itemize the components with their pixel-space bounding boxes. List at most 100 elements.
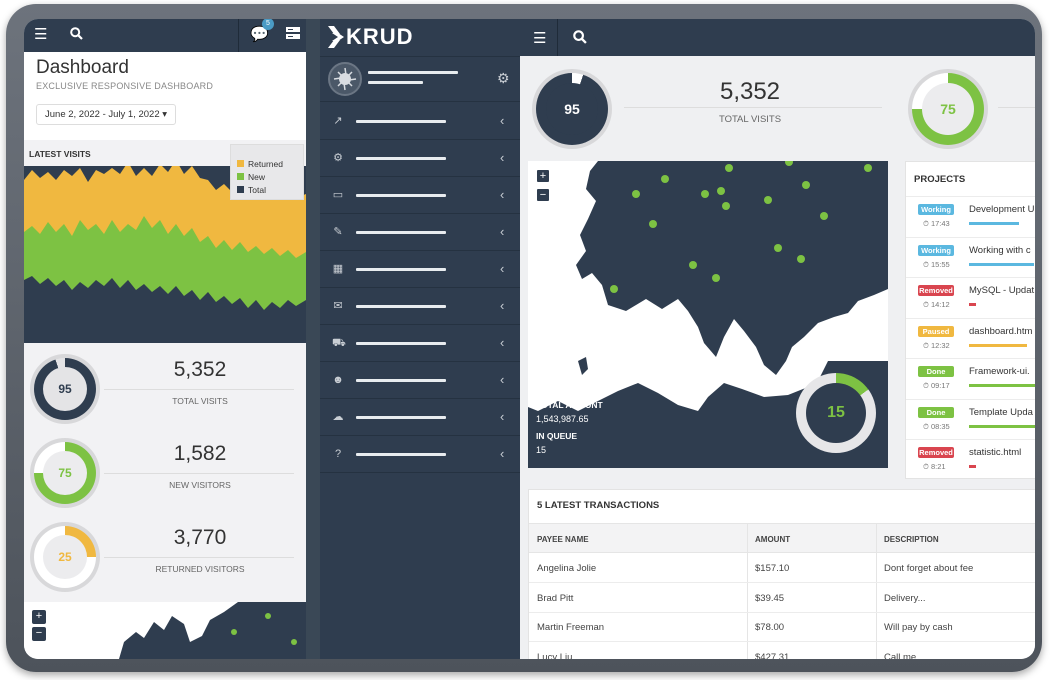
project-item[interactable]: Done ⏱ 09:17 Framework-ui.: [906, 358, 1035, 398]
zoom-out-button[interactable]: −: [536, 188, 550, 202]
date-range-picker[interactable]: June 2, 2022 - July 1, 2022 ▾: [36, 104, 177, 125]
payee-name: Martin Freeman: [537, 622, 605, 633]
sidebar-item-3[interactable]: ▭ ‹: [320, 177, 520, 214]
table-row[interactable]: Lucy Liu $427.31 Call me...: [529, 642, 1035, 660]
sidebar-item-7[interactable]: ⛟ ‹: [320, 325, 520, 362]
sidebar-item-10[interactable]: ? ‹: [320, 436, 520, 473]
table-row[interactable]: Angelina Jolie $157.10 Dont forget about f…: [529, 553, 1035, 583]
project-progress-bar: [969, 384, 1035, 387]
page-subtitle: EXCLUSIVE RESPONSIVE DASHBOARD: [36, 81, 214, 91]
left-panel: ☰ 💬 5 Dashboard EXCLUSIVE RESPONSIVE DAS…: [24, 19, 306, 659]
project-progress-bar: [969, 262, 1034, 266]
status-badge: Removed: [918, 285, 954, 296]
table-row[interactable]: Martin Freeman $78.00 Will pay by cash: [529, 612, 1035, 642]
table-row[interactable]: Brad Pitt $39.45 Delivery...: [529, 583, 1035, 613]
project-progress-bar: [969, 465, 976, 468]
payee-name: Lucy Liu: [537, 651, 573, 660]
project-item[interactable]: Working ⏱ 15:55 Working with c: [906, 236, 1035, 277]
zoom-out-button[interactable]: −: [32, 627, 46, 641]
project-item[interactable]: Removed ⏱ 14:12 MySQL - Updat: [906, 277, 1035, 317]
project-item[interactable]: Done ⏱ 08:35 Template Upda: [906, 398, 1035, 439]
settings-gear-icon[interactable]: ⚙: [497, 70, 510, 86]
project-time: ⏱ 17:43: [923, 219, 950, 229]
screen: ☰ 💬 5 Dashboard EXCLUSIVE RESPONSIVE DAS…: [24, 19, 1035, 659]
page-title: Dashboard: [36, 57, 129, 78]
visits-area-chart: [24, 160, 306, 343]
project-time: ⏱ 8:21: [923, 462, 946, 472]
users-icon: ☻: [332, 374, 344, 386]
transactions-table: 5 LATEST TRANSACTIONS PAYEE NAME AMOUNT …: [528, 489, 1035, 659]
stat-number: 3,770: [173, 526, 227, 549]
chevron-left-icon: ‹: [500, 113, 505, 128]
europe-map: [528, 161, 888, 411]
panel-divider: [306, 19, 320, 659]
project-progress-bar: [969, 222, 1019, 225]
sidebar-item-2[interactable]: ⚙ ‹: [320, 140, 520, 177]
payee-name: Brad Pitt: [537, 592, 574, 604]
clock-icon: ⏱: [923, 462, 929, 471]
status-badge: Removed: [918, 447, 954, 458]
search-icon[interactable]: [70, 27, 83, 44]
ring-value: 95: [43, 367, 87, 411]
project-time: ⏱ 12:32: [923, 341, 950, 351]
sidebar-item-6[interactable]: ✉ ‹: [320, 288, 520, 325]
status-badge: Working: [918, 204, 954, 215]
ring-value: 95: [546, 83, 598, 135]
sidebar-item-1[interactable]: ↗ ‹: [320, 103, 520, 140]
table-header: PAYEE NAME AMOUNT DESCRIPTION: [529, 523, 1035, 553]
project-time-value: 09:17: [930, 381, 950, 390]
legend-total[interactable]: Total: [237, 185, 266, 195]
sidebar-item-4[interactable]: ✎ ‹: [320, 214, 520, 251]
legend-new[interactable]: New: [237, 172, 265, 182]
clock-icon: ⏱: [923, 300, 929, 309]
progress-ring: 75: [912, 73, 984, 145]
user-profile[interactable]: ⚙: [320, 56, 520, 102]
in-queue-value: 15: [536, 445, 547, 455]
stat-returned-visitors: 25 3,770 RETURNED VISITORS: [24, 516, 306, 600]
project-item[interactable]: Paused ⏱ 12:32 dashboard.htm: [906, 317, 1035, 358]
server-icon[interactable]: [286, 27, 300, 43]
chevron-left-icon: ‹: [500, 372, 505, 387]
project-name: statistic.html: [969, 447, 1022, 458]
orders-label: ORDERS: [536, 369, 573, 379]
zoom-in-button[interactable]: +: [32, 610, 46, 624]
description: Delivery...: [884, 592, 926, 604]
column-header-amount[interactable]: AMOUNT: [755, 535, 791, 544]
main-content: ☰ 95 5,352 TOTAL VISITS 75: [520, 19, 1035, 659]
sidebar: [306, 19, 520, 659]
sidebar-item-9[interactable]: ☁ ‹: [320, 399, 520, 436]
menu-icon[interactable]: ☰: [34, 26, 48, 43]
project-time-value: 17:43: [930, 219, 950, 228]
legend-label: Total: [248, 185, 266, 195]
transactions-title: 5 LATEST TRANSACTIONS: [537, 500, 660, 511]
status-badge: Paused: [918, 325, 954, 337]
projects-panel: PROJECTS Working ⏱ 17:43 Development U Work…: [905, 161, 1035, 479]
chevron-left-icon: ‹: [500, 150, 505, 165]
status-badge: Done: [918, 366, 954, 377]
menu-icon[interactable]: ☰: [533, 30, 547, 47]
brand[interactable]: KRUD: [320, 19, 520, 55]
project-time: ⏱ 08:35: [923, 422, 950, 432]
image-icon: ▦: [332, 263, 344, 275]
search-icon[interactable]: [573, 30, 587, 48]
project-item[interactable]: Working ⏱ 17:43 Development U: [906, 196, 1035, 236]
avatar[interactable]: [328, 62, 362, 96]
zoom-in-button[interactable]: +: [536, 169, 550, 183]
cogs-icon: ⚙: [333, 152, 343, 164]
left-header: [24, 52, 306, 140]
legend-returned[interactable]: Returned: [237, 159, 283, 169]
project-item[interactable]: Removed ⏱ 8:21 statistic.html: [906, 439, 1035, 479]
sidebar-item-8[interactable]: ☻ ‹: [320, 362, 520, 399]
legend-label: New: [248, 172, 266, 182]
left-world-map[interactable]: + −: [24, 602, 306, 659]
europe-map-card[interactable]: + − ORDERS 1,954 TOTAL AMOUNT 1,543,987.…: [528, 161, 888, 468]
stat-label: NEW VISITORS: [169, 480, 231, 490]
stat-total-visits: 95 5,352 TOTAL VISITS: [24, 348, 306, 432]
project-name: Framework-ui.: [969, 366, 1030, 377]
krud-logo-icon: [328, 26, 344, 48]
sidebar-item-5[interactable]: ▦ ‹: [320, 251, 520, 288]
project-progress-bar: [969, 303, 976, 306]
column-header-description[interactable]: DESCRIPTION: [884, 535, 939, 544]
chat-icon[interactable]: 💬: [250, 26, 269, 43]
column-header-payee[interactable]: PAYEE NAME: [537, 535, 589, 544]
